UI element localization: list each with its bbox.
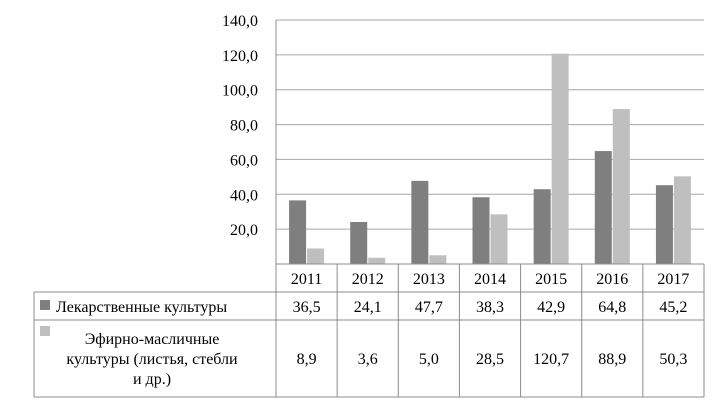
bar-essential-oil	[612, 109, 630, 264]
y-tick-label: 100,0	[222, 83, 258, 100]
value-label: 28,5	[476, 351, 504, 368]
x-tick-label: 2011	[291, 271, 322, 288]
bar-essential-oil	[490, 214, 508, 264]
y-tick-label: 80,0	[230, 118, 258, 135]
bars	[289, 53, 691, 264]
value-label: 45,2	[659, 299, 687, 316]
value-label: 42,9	[537, 299, 565, 316]
legend-label: Лекарственные культуры	[56, 299, 227, 316]
y-tick-label: 120,0	[222, 48, 258, 65]
value-label: 50,3	[659, 351, 687, 368]
value-label: 24,1	[354, 299, 382, 316]
bar-medicinal	[411, 180, 429, 264]
value-label: 5,0	[419, 351, 439, 368]
bar-medicinal	[350, 221, 368, 264]
bar-essential-oil	[551, 53, 569, 264]
bar-medicinal	[289, 200, 307, 264]
x-tick-label: 2016	[596, 271, 628, 288]
value-label: 120,7	[533, 351, 569, 368]
value-label: 36,5	[293, 299, 321, 316]
x-tick-label: 2013	[413, 271, 445, 288]
y-tick-label: 20,0	[230, 222, 258, 239]
bar-medicinal	[472, 197, 490, 264]
bar-medicinal	[594, 151, 612, 264]
legend-label: культуры (листья, стебли	[66, 351, 238, 368]
grid-lines	[275, 19, 704, 264]
x-tick-label: 2017	[657, 271, 689, 288]
legend-key	[40, 326, 50, 336]
value-label: 38,3	[476, 299, 504, 316]
value-label: 88,9	[598, 351, 626, 368]
legend-label: Эфирно-масличные	[85, 331, 220, 348]
bar-essential-oil	[673, 176, 691, 264]
data-table: 2011 2012 2013 2014 2015 2016 2017 Лекарственны…	[33, 20, 705, 398]
legend-key	[40, 300, 50, 310]
x-tick-label: 2014	[474, 271, 506, 288]
value-label: 8,9	[297, 351, 317, 368]
bar-essential-oil	[429, 255, 447, 264]
value-label: 64,8	[598, 299, 626, 316]
y-tick-label: 60,0	[230, 152, 258, 169]
x-tick-label: 2012	[352, 271, 384, 288]
y-tick-label: 40,0	[230, 187, 258, 204]
bar-medicinal	[655, 185, 673, 264]
value-label: 3,6	[358, 351, 378, 368]
legend-label: и др.)	[133, 371, 171, 388]
y-tick-label: 140,0	[222, 13, 258, 30]
bar-essential-oil	[307, 248, 325, 264]
x-tick-label: 2015	[535, 271, 567, 288]
y-axis-ticks: 20,0 40,0 60,0 80,0 100,0 120,0 140,0	[222, 13, 258, 239]
value-label: 47,7	[415, 299, 443, 316]
bar-medicinal	[533, 189, 551, 264]
bar-essential-oil	[368, 257, 386, 264]
